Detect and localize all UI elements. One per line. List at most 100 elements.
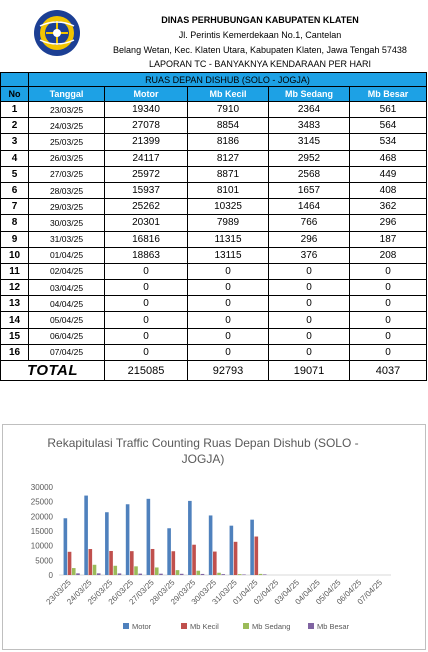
cell-mb-besar: 449 <box>349 165 427 183</box>
cell-tanggal: 27/03/25 <box>28 165 105 183</box>
cell-no: 15 <box>0 327 29 345</box>
table-row: 8 30/03/25 20301 7989 766 296 <box>0 214 427 232</box>
table-row: 11 02/04/25 0 0 0 0 <box>0 262 427 281</box>
bar-motor <box>146 498 151 575</box>
column-header-mb-besar: Mb Besar <box>349 86 427 102</box>
table-row: 5 27/03/25 25972 8871 2568 449 <box>0 165 427 183</box>
bar-mb-kecil <box>213 551 217 575</box>
cell-no: 13 <box>0 295 29 313</box>
cell-tanggal: 07/04/25 <box>28 343 105 362</box>
column-header-tanggal: Tanggal <box>28 86 105 102</box>
y-tick-label: 5000 <box>35 556 53 565</box>
cell-no: 8 <box>0 214 29 232</box>
cell-mb-sedang: 0 <box>268 279 350 297</box>
bar-mb-kecil <box>109 550 113 575</box>
cell-tanggal: 01/04/25 <box>28 246 105 264</box>
cell-mb-kecil: 0 <box>187 327 269 345</box>
bar-mb-kecil <box>171 551 176 575</box>
cell-motor: 19340 <box>104 100 188 119</box>
bar-mb-sedang <box>237 574 242 575</box>
table-row: 15 06/04/25 0 0 0 0 <box>0 327 427 345</box>
bar-mb-besar <box>200 573 205 575</box>
legend-swatch-mb-besar <box>308 623 314 629</box>
cell-tanggal: 06/04/25 <box>28 327 105 345</box>
cell-no: 2 <box>0 117 29 135</box>
bar-mb-besar <box>96 573 101 575</box>
ruas-label: RUAS DEPAN DISHUB (SOLO - JOGJA) <box>28 72 427 87</box>
cell-motor: 27078 <box>104 117 188 135</box>
total-mb-kecil: 92793 <box>187 360 269 381</box>
cell-mb-sedang: 0 <box>268 295 350 313</box>
chart-title: Rekapitulasi Traffic Counting Ruas Depan… <box>47 436 359 466</box>
cell-mb-kecil: 13115 <box>187 246 269 264</box>
cell-motor: 0 <box>104 295 188 313</box>
cell-mb-kecil: 7989 <box>187 214 269 232</box>
cell-mb-kecil: 0 <box>187 343 269 362</box>
cell-mb-kecil: 0 <box>187 295 269 313</box>
cell-tanggal: 02/04/25 <box>28 262 105 281</box>
cell-mb-sedang: 0 <box>268 327 350 345</box>
cell-mb-sedang: 2364 <box>268 100 350 119</box>
cell-motor: 25262 <box>104 198 188 216</box>
cell-mb-besar: 208 <box>349 246 427 264</box>
cell-mb-kecil: 0 <box>187 262 269 281</box>
report-title: LAPORAN TC - BANYAKNYA KENDARAAN PER HAR… <box>148 59 372 69</box>
traffic-count-table: RUAS DEPAN DISHUB (SOLO - JOGJA) No Tang… <box>0 72 427 381</box>
cell-motor: 0 <box>104 262 188 281</box>
bar-mb-kecil <box>192 544 196 575</box>
agency-address-line1: Jl. Perintis Kemerdekaan No.1, Cantelan <box>178 30 342 40</box>
cell-mb-besar: 0 <box>349 279 427 297</box>
bar-mb-besar <box>76 573 80 575</box>
cell-mb-sedang: 3483 <box>268 117 350 135</box>
total-motor: 215085 <box>104 360 188 381</box>
cell-tanggal: 25/03/25 <box>28 133 105 151</box>
column-header-motor: Motor <box>104 86 188 102</box>
column-header-no: No <box>0 86 29 102</box>
cell-tanggal: 26/03/25 <box>28 149 105 167</box>
cell-no: 16 <box>0 343 29 362</box>
cell-mb-besar: 362 <box>349 198 427 216</box>
cell-no: 6 <box>0 181 29 200</box>
bar-mb-sedang <box>71 568 76 575</box>
total-mb-besar: 4037 <box>349 360 427 381</box>
cell-no: 3 <box>0 133 29 151</box>
cell-motor: 0 <box>104 343 188 362</box>
cell-motor: 25972 <box>104 165 188 183</box>
cell-mb-sedang: 1657 <box>268 181 350 200</box>
cell-no: 5 <box>0 165 29 183</box>
bar-mb-kecil <box>233 541 238 575</box>
cell-tanggal: 03/04/25 <box>28 279 105 297</box>
cell-mb-besar: 187 <box>349 230 427 248</box>
cell-tanggal: 29/03/25 <box>28 198 105 216</box>
cell-mb-besar: 564 <box>349 117 427 135</box>
cell-motor: 15937 <box>104 181 188 200</box>
report-header: DINAS PERHUBUNGAN KABUPATEN KLATEN Jl. P… <box>0 0 428 72</box>
cell-mb-besar: 296 <box>349 214 427 232</box>
bar-motor <box>125 504 130 575</box>
bar-mb-besar <box>179 573 184 575</box>
total-label: TOTAL <box>0 360 105 381</box>
bar-motor <box>167 528 171 575</box>
cell-mb-sedang: 2952 <box>268 149 350 167</box>
table-row: 2 24/03/25 27078 8854 3483 564 <box>0 117 427 135</box>
table-row: 13 04/04/25 0 0 0 0 <box>0 295 427 313</box>
total-mb-sedang: 19071 <box>268 360 350 381</box>
cell-motor: 21399 <box>104 133 188 151</box>
cell-mb-kecil: 0 <box>187 311 269 329</box>
legend-swatch-mb-kecil <box>181 623 187 629</box>
legend-label: Mb Sedang <box>252 622 290 631</box>
cell-mb-besar: 0 <box>349 343 427 362</box>
cell-mb-sedang: 0 <box>268 262 350 281</box>
bar-mb-sedang <box>92 564 97 575</box>
cell-motor: 0 <box>104 327 188 345</box>
bar-mb-sedang <box>217 572 221 575</box>
cell-mb-sedang: 0 <box>268 311 350 329</box>
cell-mb-besar: 561 <box>349 100 427 119</box>
y-tick-label: 10000 <box>31 542 54 551</box>
table-row: 7 29/03/25 25262 10325 1464 362 <box>0 198 427 216</box>
cell-mb-sedang: 2568 <box>268 165 350 183</box>
cell-mb-kecil: 10325 <box>187 198 269 216</box>
cell-tanggal: 05/04/25 <box>28 311 105 329</box>
cell-no: 10 <box>0 246 29 264</box>
cell-motor: 0 <box>104 311 188 329</box>
